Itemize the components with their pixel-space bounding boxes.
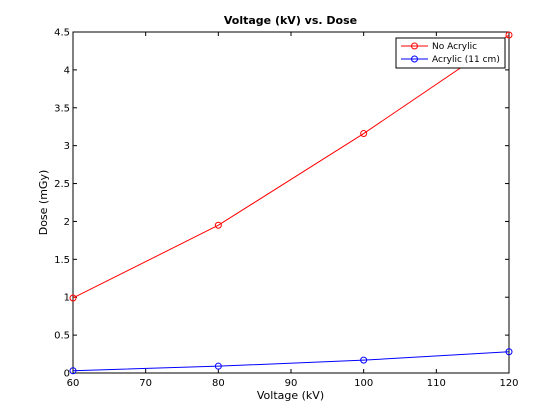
y-tick-label: 2.5 xyxy=(54,179,70,190)
y-tick-label: 3 xyxy=(64,141,70,152)
data-point-no-acrylic xyxy=(360,130,368,138)
legend-marker-acrylic xyxy=(411,55,418,63)
legend-label-no-acrylic: No Acrylic xyxy=(432,42,477,52)
data-point-acrylic-11-cm xyxy=(505,348,513,356)
y-tick-label: 0.5 xyxy=(54,331,70,342)
data-point-no-acrylic xyxy=(69,294,77,302)
data-point-no-acrylic xyxy=(214,221,222,229)
y-tick-label: 0 xyxy=(64,369,70,380)
legend: No Acrylic Acrylic (11 cm) xyxy=(395,37,506,69)
legend-marker-no-acrylic xyxy=(411,42,418,50)
series-no-acrylic xyxy=(69,31,513,302)
y-tick-label: 2 xyxy=(64,217,70,228)
x-tick-label: 60 xyxy=(67,378,80,389)
data-point-acrylic-11-cm xyxy=(69,367,77,375)
y-axis-label: Dose (mGy) xyxy=(37,170,50,236)
legend-label-acrylic: Acrylic (11 cm) xyxy=(432,55,500,65)
x-axis-label: Voltage (kV) xyxy=(257,389,324,402)
x-tick-label: 120 xyxy=(499,378,518,389)
series-line-acrylic-11-cm xyxy=(72,351,510,372)
series-line-no-acrylic xyxy=(72,34,510,299)
y-tick-label: 3.5 xyxy=(54,103,70,114)
x-tick-label: 70 xyxy=(139,378,152,389)
x-tick-label: 80 xyxy=(212,378,225,389)
chart-title: Voltage (kV) vs. Dose xyxy=(224,14,357,27)
y-tick-label: 4 xyxy=(64,65,70,76)
data-point-acrylic-11-cm xyxy=(360,356,368,364)
data-point-no-acrylic xyxy=(505,31,513,39)
y-tick-label: 1.5 xyxy=(54,255,70,266)
plot-area xyxy=(72,31,510,374)
series-layer xyxy=(69,31,513,375)
x-tick-label: 100 xyxy=(354,378,373,389)
series-acrylic-11-cm xyxy=(69,348,513,375)
y-tick-label: 4.5 xyxy=(54,28,70,39)
y-axis-ticks: 0 0.5 1 1.5 2 2.5 3 3.5 4 4.5 xyxy=(54,28,509,380)
y-tick-label: 1 xyxy=(64,293,70,304)
x-axis-ticks: 60 70 80 90 100 110 120 xyxy=(67,32,519,389)
x-tick-label: 110 xyxy=(427,378,446,389)
x-tick-label: 90 xyxy=(285,378,298,389)
data-point-acrylic-11-cm xyxy=(214,362,222,370)
